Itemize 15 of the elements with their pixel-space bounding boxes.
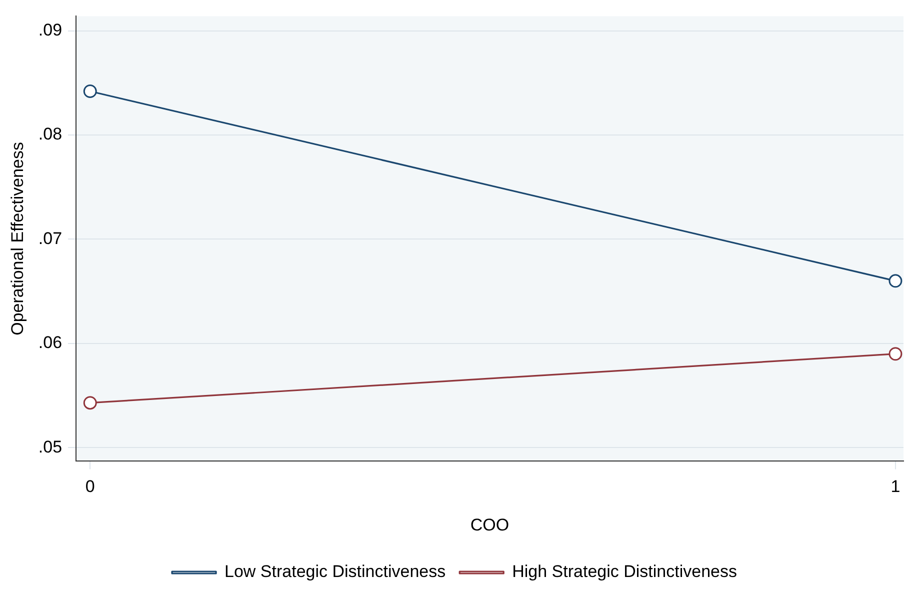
x-axis-title: COO	[470, 515, 510, 534]
legend-label: Low Strategic Distinctiveness	[224, 562, 446, 582]
x-tick-label: 0	[85, 477, 95, 496]
point	[83, 396, 97, 410]
y-tick-label: .06	[38, 333, 62, 352]
y-axis-title: Operational Effectiveness	[8, 142, 27, 336]
point	[888, 347, 902, 361]
point	[888, 274, 902, 288]
point	[83, 84, 97, 98]
x-tick-label: 1	[890, 477, 900, 496]
y-tick-label: .09	[38, 20, 62, 40]
y-tick-label: .05	[38, 437, 62, 456]
y-tick-label: .08	[38, 124, 62, 144]
y-tick-label: .07	[38, 228, 62, 248]
legend-label: High Strategic Distinctiveness	[512, 562, 737, 582]
